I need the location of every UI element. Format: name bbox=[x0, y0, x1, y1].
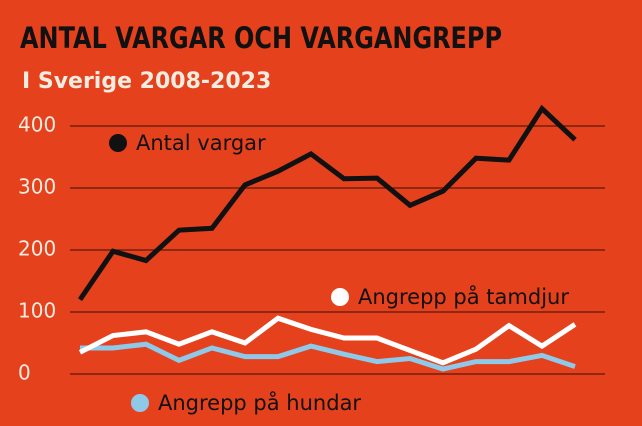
y-tick-label: 0 bbox=[18, 361, 31, 385]
legend-label: Angrepp på hundar bbox=[158, 390, 361, 415]
legend-label: Antal vargar bbox=[136, 131, 266, 155]
y-tick-label: 100 bbox=[18, 299, 56, 323]
series-line bbox=[78, 315, 577, 366]
chart-title: ANTAL VARGAR OCH VARGANGREPP bbox=[20, 21, 502, 55]
chart-subtitle: I Sverige 2008-2023 bbox=[22, 69, 271, 94]
y-tick-label: 400 bbox=[18, 113, 56, 137]
legend-marker bbox=[109, 134, 127, 152]
series-line bbox=[77, 104, 577, 302]
legend-label: Angrepp på tamdjur bbox=[358, 284, 569, 309]
legend-marker bbox=[331, 288, 349, 306]
y-tick-label: 300 bbox=[18, 175, 56, 199]
series-line bbox=[80, 341, 576, 372]
legend-marker bbox=[131, 394, 149, 412]
y-tick-label: 200 bbox=[18, 237, 56, 261]
